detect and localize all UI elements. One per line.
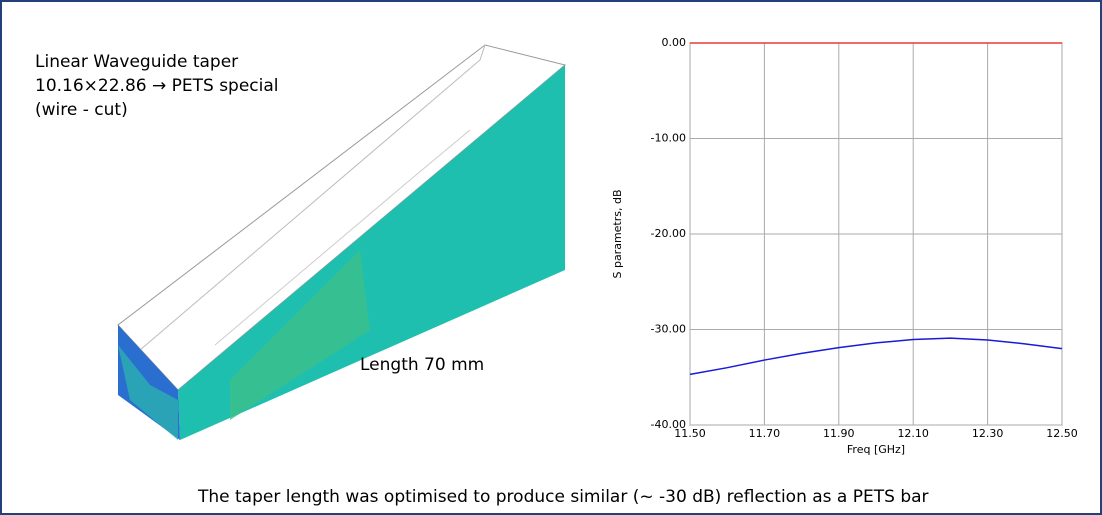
x-tick-label: 12.50 <box>1046 427 1078 440</box>
slide-canvas: Linear Waveguide taper 10.16×22.86 → PET… <box>0 0 1102 515</box>
x-axis-label: Freq [GHz] <box>847 443 905 456</box>
heading-line: 10.16×22.86 → PETS special <box>35 76 279 96</box>
x-tick-label: 11.50 <box>674 427 706 440</box>
length-label: Length 70 mm <box>360 355 484 375</box>
y-axis-label: S parametrs, dB <box>611 189 624 278</box>
x-tick-label: 11.90 <box>823 427 855 440</box>
x-tick-label: 12.10 <box>897 427 929 440</box>
y-tick-label: -20.00 <box>651 227 686 240</box>
waveguide-model <box>118 45 565 440</box>
x-tick-label: 11.70 <box>749 427 781 440</box>
heading-line: (wire - cut) <box>35 100 128 120</box>
slide: Linear Waveguide taper 10.16×22.86 → PET… <box>0 0 1102 515</box>
y-tick-label: 0.00 <box>662 36 687 49</box>
caption: The taper length was optimised to produc… <box>197 487 929 507</box>
x-tick-label: 12.30 <box>972 427 1004 440</box>
y-tick-label: -30.00 <box>651 323 686 336</box>
y-tick-label: -10.00 <box>651 132 686 145</box>
heading-line: Linear Waveguide taper <box>35 52 238 72</box>
